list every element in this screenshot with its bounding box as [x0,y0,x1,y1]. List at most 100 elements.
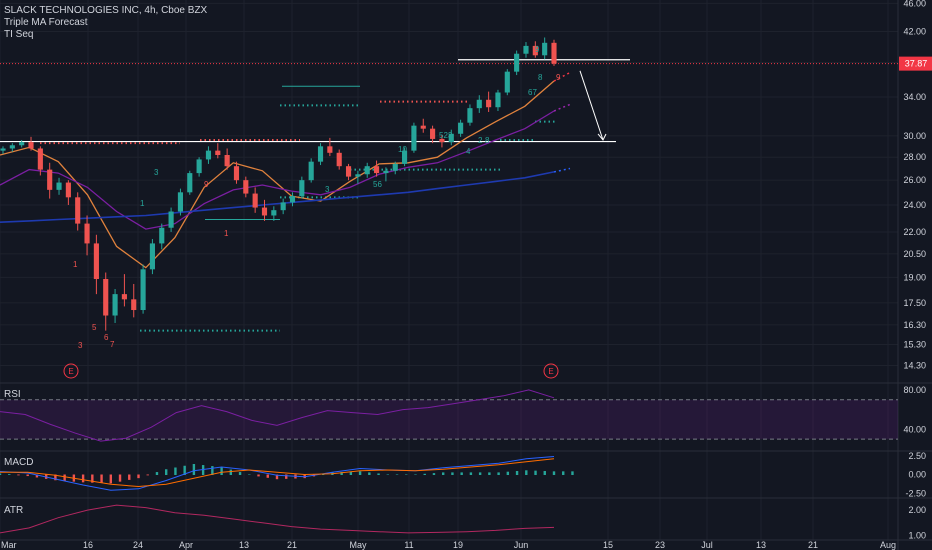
ti-seq-count: 1 [73,260,78,269]
candle-body [149,243,155,270]
last-price-badge [899,56,932,71]
price-tick-label: 26.00 [903,175,926,185]
candle-body [243,180,249,194]
candle-body [355,174,361,177]
macd-histogram-bar [220,467,223,475]
macd-histogram-bar [543,471,546,475]
ti-seq-count: 67 [528,88,537,97]
price-tick-label: 19.00 [903,272,926,282]
ti-seq-count: 6 [104,333,109,342]
ti-seq-count: 2 [478,136,483,145]
time-tick-label: 16 [83,540,93,550]
macd-histogram-bar [525,470,528,475]
time-tick-label: 19 [453,540,463,550]
candle-body [224,154,230,167]
macd-histogram-bar [35,474,39,478]
ti-seq-count: 56 [373,180,382,189]
macd-histogram-bar [238,472,242,475]
candle-body [523,45,529,54]
time-tick-label: 15 [603,540,613,550]
price-tick-label: 22.00 [903,227,926,237]
time-tick-label: 13 [239,540,249,550]
macd-histogram-bar [562,471,565,475]
last-price-badge-label: 37.87 [905,59,928,69]
macd-histogram-bar [146,474,149,476]
rsi-tick-label: 80.00 [903,385,926,395]
macd-histogram-bar [506,471,510,475]
candle-body [430,128,436,139]
candle-body [364,166,370,175]
candle-body [19,142,25,146]
earnings-badge [63,363,79,379]
ti-seq-count: 9 [204,180,209,189]
candle-body [392,163,398,171]
candle-body [0,148,6,151]
time-tick-label: Jul [701,540,713,550]
forecast-arrow-shaft [579,70,604,141]
macd-histogram-bar [257,474,260,477]
macd-histogram-bar [349,471,353,475]
ti-seq-count: 3 [78,341,83,350]
macd-histogram-bar [174,467,177,475]
macd-histogram-bar [211,466,214,475]
macd-histogram-bar [451,472,454,475]
candle-body [439,138,445,143]
price-axis[interactable]: 46.0042.0038.0034.0030.0028.0026.0024.00… [899,0,932,370]
candle-body [93,243,99,280]
ma-fast-forecast [553,71,571,82]
macd-pane: 2.50 0.00 -2.50 [0,451,926,498]
time-tick-label: Apr [179,540,193,550]
macd-histogram-bar [442,472,445,475]
candles[interactable] [0,37,557,331]
macd-histogram-bar [377,473,380,475]
candle-body [103,279,109,316]
candle-body [504,71,510,93]
rsi-label[interactable]: RSI [4,389,21,400]
price-tick-label: 46.00 [903,0,926,8]
ma-fast-line [0,80,555,269]
macd-histogram-bar [321,474,325,475]
atr-line [0,504,555,534]
candle-body [467,108,473,123]
atr-tick-label: 1.00 [908,530,926,540]
study-ti-seq-label[interactable]: TI Seq [4,29,34,40]
candle-body [299,180,305,197]
candle-body [177,192,184,212]
rsi-tick-label: 40.00 [903,424,926,434]
candle-body [37,148,43,170]
ti-seq-count: 7 [110,340,115,349]
macd-histogram-bar [275,474,279,480]
candle-body [345,166,352,177]
ti-seq-count: 1 [140,199,145,208]
macd-histogram-bar [26,474,29,477]
candle-body [458,122,464,134]
study-triple-ma-label[interactable]: Triple MA Forecast [4,17,88,28]
macd-histogram-bar [266,474,269,478]
candle-body [205,150,212,160]
candle-body [65,182,71,198]
atr-label[interactable]: ATR [4,505,24,516]
time-tick-label: Jun [514,540,529,550]
symbol-title[interactable]: SLACK TECHNOLOGIES INC, 4h, Cboe BZX [4,5,208,16]
macd-histogram-bar [63,474,66,481]
atr-tick-label: 2.00 [908,505,926,515]
macd-histogram-bar [155,472,159,475]
candle-body [47,169,53,190]
macd-histogram-bar [395,474,399,475]
macd-histogram-bar [552,471,556,475]
macd-histogram-bar [423,473,426,475]
candle-body [495,92,501,108]
macd-histogram-bar [497,472,500,475]
macd-histogram-bar [128,474,131,480]
price-tick-label: 34.00 [903,92,926,102]
atr-pane: 2.00 1.00 [0,504,926,540]
macd-label[interactable]: MACD [4,457,34,468]
macd-histogram-bar [109,474,112,484]
candle-body [75,197,81,224]
time-axis[interactable]: Mar 16 24 Apr 13 21 May 11 19 Jun 15 23 Jul 13 21 Aug [1,540,896,550]
candle-body [112,294,118,316]
